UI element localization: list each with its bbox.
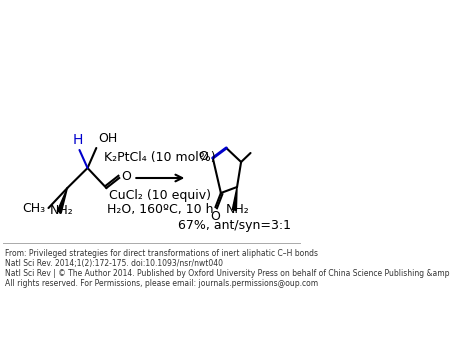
Polygon shape bbox=[58, 188, 68, 213]
Text: 67%, ant/syn=3:1: 67%, ant/syn=3:1 bbox=[178, 218, 291, 232]
Text: NH₂: NH₂ bbox=[226, 203, 250, 216]
Text: OH: OH bbox=[98, 132, 117, 145]
Text: Natl Sci Rev. 2014;1(2):172-175. doi:10.1093/nsr/nwt040: Natl Sci Rev. 2014;1(2):172-175. doi:10.… bbox=[5, 259, 223, 268]
Text: CH₃: CH₃ bbox=[22, 201, 46, 215]
Text: O: O bbox=[210, 210, 220, 223]
Text: H: H bbox=[73, 133, 83, 147]
Text: Natl Sci Rev | © The Author 2014. Published by Oxford University Press on behalf: Natl Sci Rev | © The Author 2014. Publis… bbox=[5, 269, 450, 278]
Text: NH₂: NH₂ bbox=[50, 204, 74, 217]
Text: All rights reserved. For Permissions, please email: journals.permissions@oup.com: All rights reserved. For Permissions, pl… bbox=[5, 279, 319, 288]
Text: H₂O, 160ºC, 10 h: H₂O, 160ºC, 10 h bbox=[107, 203, 214, 217]
Text: CuCl₂ (10 equiv): CuCl₂ (10 equiv) bbox=[109, 190, 212, 202]
Text: K₂PtCl₄ (10 mol%): K₂PtCl₄ (10 mol%) bbox=[104, 150, 216, 164]
Polygon shape bbox=[232, 187, 237, 211]
Text: O: O bbox=[198, 149, 208, 163]
Text: From: Privileged strategies for direct transformations of inert aliphatic C–H bo: From: Privileged strategies for direct t… bbox=[5, 249, 319, 258]
Text: O: O bbox=[121, 170, 131, 184]
